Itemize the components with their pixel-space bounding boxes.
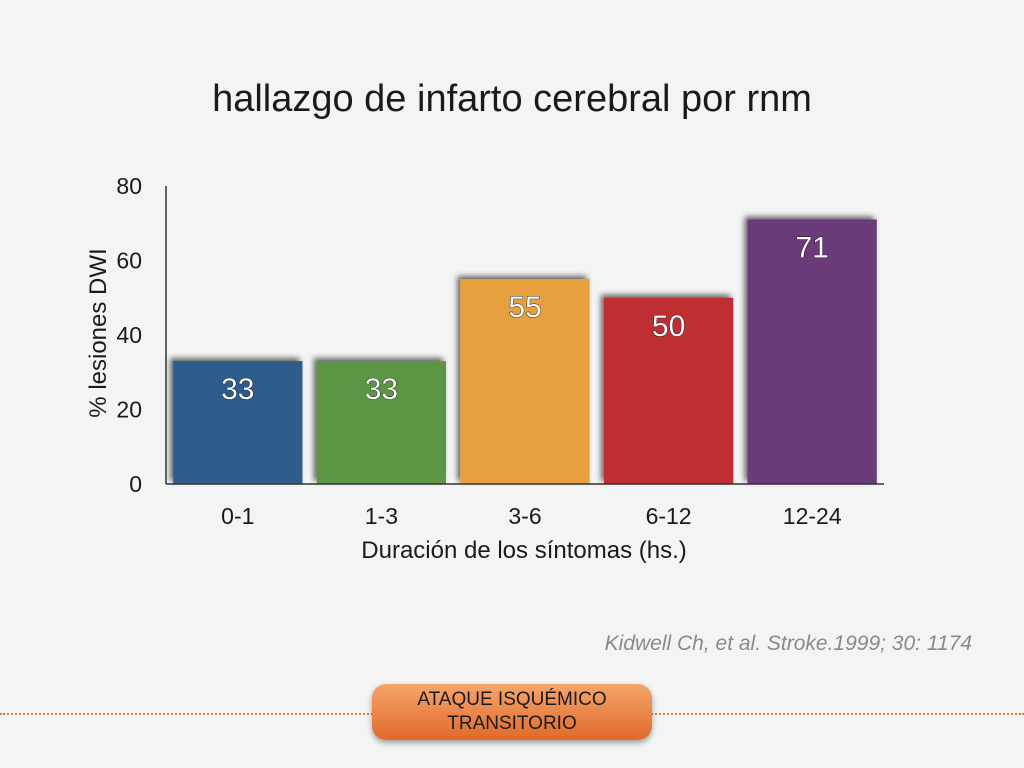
bar-value-label: 55 xyxy=(508,291,541,324)
x-tick-label: 1-3 xyxy=(365,503,398,529)
bar xyxy=(460,279,590,484)
x-tick-label: 6-12 xyxy=(646,503,692,529)
y-tick-label: 80 xyxy=(116,173,142,199)
bar-value-label: 33 xyxy=(365,373,398,406)
y-tick-label: 60 xyxy=(116,248,142,274)
citation: Kidwell Ch, et al. Stroke.1999; 30: 1174 xyxy=(604,632,972,655)
x-tick-label: 0-1 xyxy=(221,503,254,529)
bar-value-label: 71 xyxy=(796,232,829,265)
footer-label-line2: TRANSITORIO xyxy=(447,713,577,734)
y-tick-label: 20 xyxy=(116,397,142,423)
y-axis-label: % lesiones DWI xyxy=(85,248,112,417)
slide-title: hallazgo de infarto cerebral por rnm xyxy=(212,78,812,120)
bar xyxy=(316,361,447,484)
bar-value-label: 33 xyxy=(221,373,254,406)
x-tick-label: 12-24 xyxy=(783,503,842,529)
footer-label-line1: ATAQUE ISQUÉMICO xyxy=(417,689,607,710)
bar-value-label: 50 xyxy=(652,310,685,343)
bar xyxy=(173,361,303,484)
bar xyxy=(747,219,877,484)
y-tick-label: 40 xyxy=(116,322,142,348)
x-axis-label: Duración de los síntomas (hs.) xyxy=(361,537,686,564)
bar xyxy=(603,297,734,484)
x-tick-label: 3-6 xyxy=(508,503,541,529)
footer-section-badge[interactable]: ATAQUE ISQUÉMICO TRANSITORIO xyxy=(372,684,652,740)
y-tick-label: 0 xyxy=(129,471,142,497)
